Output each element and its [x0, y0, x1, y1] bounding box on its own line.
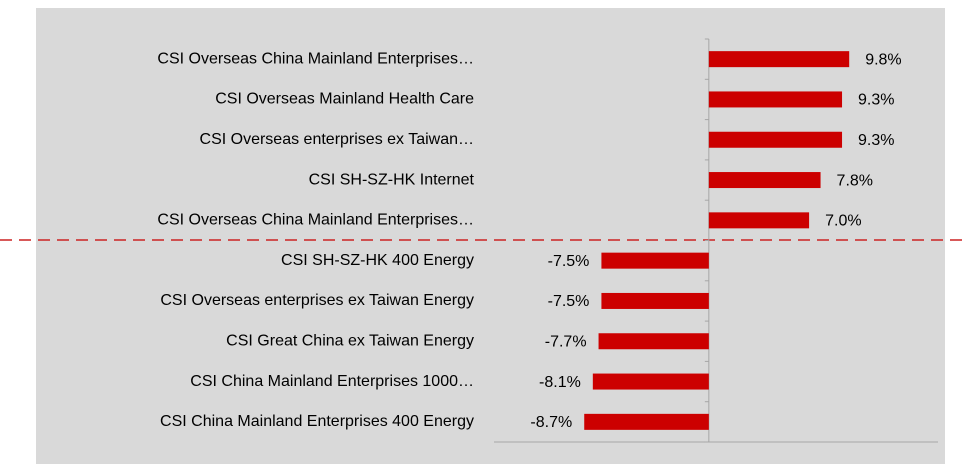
- category-label: CSI China Mainland Enterprises 400 Energ…: [160, 413, 474, 430]
- value-label: -7.5%: [548, 253, 590, 270]
- value-label: 9.8%: [865, 51, 901, 68]
- bar: [708, 212, 810, 229]
- category-label: CSI Overseas China Mainland Enterprises…: [157, 212, 474, 229]
- bar: [598, 333, 709, 350]
- bar: [584, 413, 709, 430]
- value-label: -7.7%: [545, 333, 587, 350]
- bar: [601, 292, 709, 309]
- chart-background: [36, 8, 945, 464]
- value-label: -8.1%: [539, 374, 581, 391]
- category-label: CSI China Mainland Enterprises 1000…: [190, 373, 474, 390]
- bar: [601, 252, 709, 269]
- value-label: 7.0%: [825, 213, 861, 230]
- value-label: 7.8%: [837, 172, 873, 189]
- category-label: CSI Overseas China Mainland Enterprises…: [157, 50, 474, 67]
- value-label: 9.3%: [858, 92, 894, 109]
- category-label: CSI Great China ex Taiwan Energy: [226, 332, 474, 349]
- bar: [708, 51, 850, 68]
- category-label: CSI SH-SZ-HK Internet: [309, 171, 475, 188]
- bar: [708, 172, 821, 189]
- category-label: CSI Overseas enterprises ex Taiwan…: [200, 131, 474, 148]
- category-label: CSI SH-SZ-HK 400 Energy: [281, 252, 474, 269]
- category-label: CSI Overseas Mainland Health Care: [215, 91, 474, 108]
- value-label: -7.5%: [548, 293, 590, 310]
- bar: [708, 91, 843, 108]
- bar: [708, 131, 843, 148]
- category-label: CSI Overseas enterprises ex Taiwan Energ…: [160, 292, 474, 309]
- bar: [592, 373, 709, 390]
- value-label: -8.7%: [530, 414, 572, 431]
- value-label: 9.3%: [858, 132, 894, 149]
